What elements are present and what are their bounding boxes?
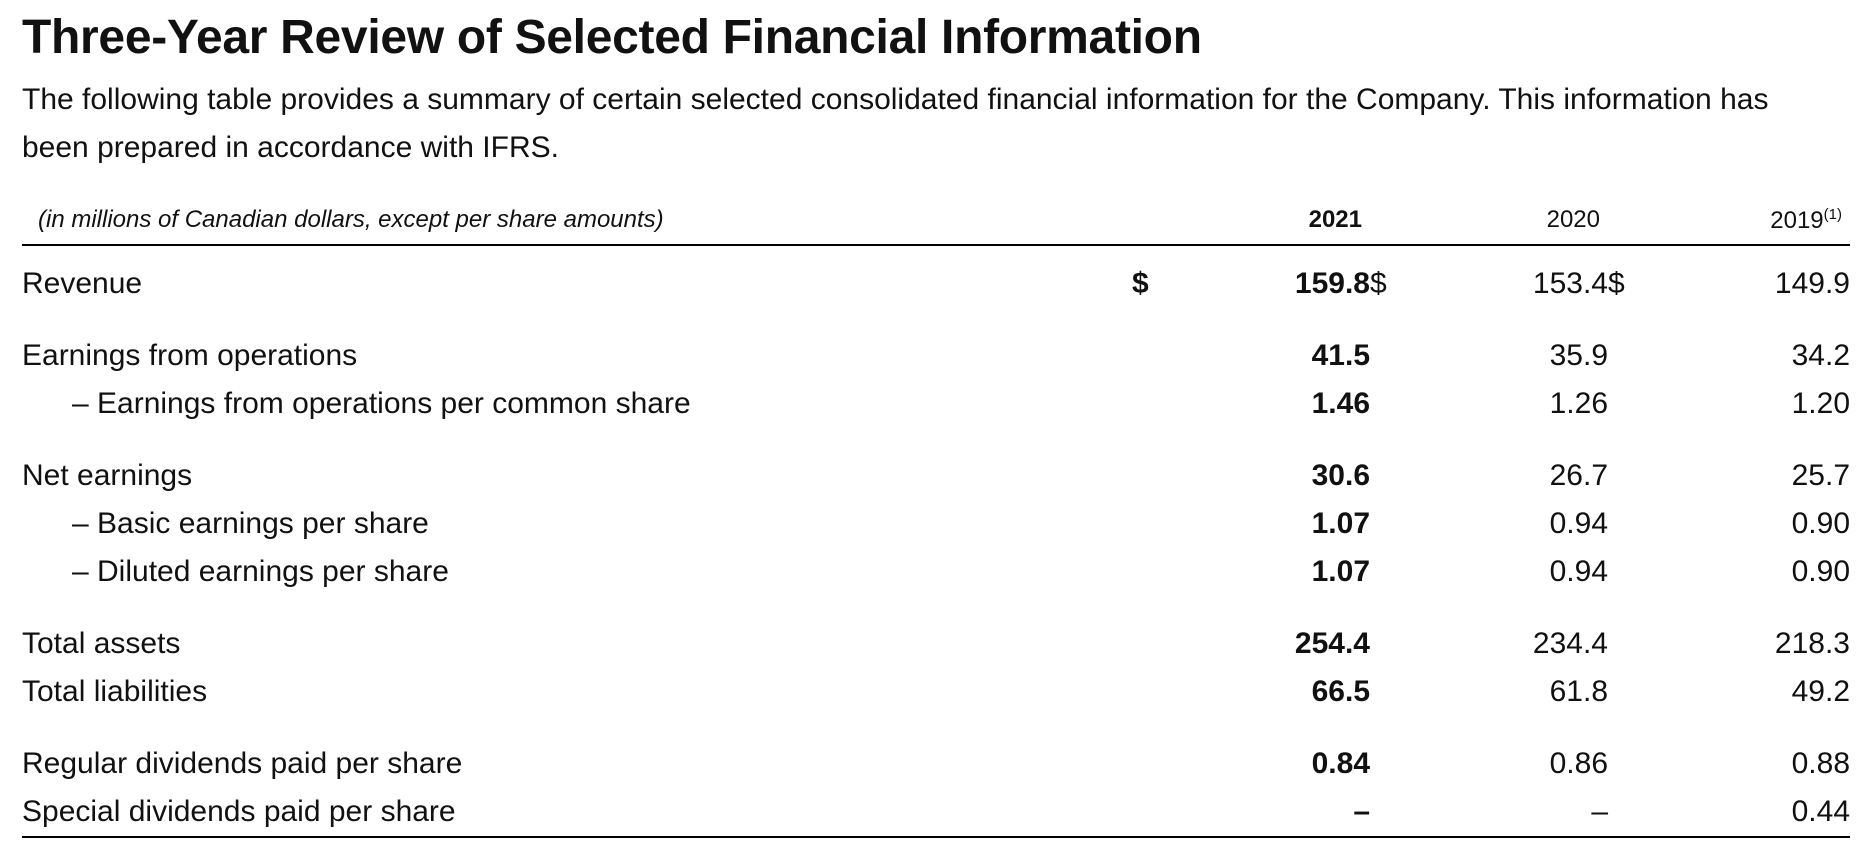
table-row-basic-eps: – Basic earnings per share 1.07 0.94 0.9… — [22, 500, 1850, 548]
value-2019: 149.9 — [1774, 267, 1850, 300]
value-2021: – — [1192, 788, 1370, 838]
value-2021: 159.8 — [1294, 267, 1370, 300]
value-2021: 1.46 — [1311, 387, 1370, 420]
table-row-eps-operations: – Earnings from operations per common sh… — [22, 380, 1850, 428]
value-2021: 66.5 — [1311, 675, 1370, 708]
value-2021: 1.07 — [1311, 507, 1370, 540]
row-label: Regular dividends paid per share — [22, 747, 463, 780]
value-2019: 25.7 — [1791, 459, 1850, 492]
table-header-row: (in millions of Canadian dollars, except… — [22, 196, 1850, 246]
row-label: Special dividends paid per share — [22, 788, 1132, 838]
value-2020: 0.86 — [1549, 747, 1608, 780]
value-2021: 254.4 — [1294, 627, 1370, 660]
table-row-revenue: Revenue $ 159.8 $ 153.4 $ 149.9 — [22, 260, 1850, 308]
row-label: Total liabilities — [22, 675, 208, 708]
table-row-earnings-from-operations: Earnings from operations 41.5 35.9 34.2 — [22, 332, 1850, 380]
row-label: – Basic earnings per share — [72, 507, 429, 540]
value-2021: 41.5 — [1311, 339, 1370, 372]
currency-symbol-2019: $ — [1608, 267, 1625, 300]
table-row-net-earnings: Net earnings 30.6 26.7 25.7 — [22, 452, 1850, 500]
value-2019: 34.2 — [1791, 339, 1850, 372]
value-2020: 61.8 — [1549, 675, 1608, 708]
value-2019: 49.2 — [1791, 675, 1850, 708]
year-header-2019: 2019(1) — [1668, 196, 1850, 246]
currency-symbol-2020: $ — [1370, 267, 1387, 300]
row-label: – Earnings from operations per common sh… — [72, 387, 691, 420]
year-header-2020: 2020 — [1430, 196, 1608, 246]
page: Three-Year Review of Selected Financial … — [22, 0, 1852, 838]
table-row-regular-dividends: Regular dividends paid per share 0.84 0.… — [22, 740, 1850, 788]
financial-table: (in millions of Canadian dollars, except… — [22, 196, 1850, 838]
value-2020: – — [1430, 788, 1608, 838]
value-2019: 1.20 — [1791, 387, 1850, 420]
currency-symbol-2021: $ — [1132, 267, 1149, 300]
value-2019: 0.90 — [1791, 507, 1850, 540]
value-2020: 0.94 — [1549, 507, 1608, 540]
table-row-total-liabilities: Total liabilities 66.5 61.8 49.2 — [22, 668, 1850, 716]
year-header-2021: 2021 — [1192, 196, 1370, 246]
value-2021: 1.07 — [1311, 555, 1370, 588]
value-2020: 234.4 — [1532, 627, 1608, 660]
table-caption: (in millions of Canadian dollars, except… — [22, 196, 1132, 246]
table-row-special-dividends: Special dividends paid per share – – 0.4… — [22, 788, 1850, 838]
footnote-marker: (1) — [1823, 205, 1842, 223]
value-2021: 30.6 — [1311, 459, 1370, 492]
value-2020: 0.94 — [1549, 555, 1608, 588]
value-2019: 0.88 — [1791, 747, 1850, 780]
table-row-total-assets: Total assets 254.4 234.4 218.3 — [22, 620, 1850, 668]
value-2019: 0.44 — [1668, 788, 1850, 838]
value-2021: 0.84 — [1311, 747, 1370, 780]
value-2020: 26.7 — [1549, 459, 1608, 492]
value-2020: 35.9 — [1549, 339, 1608, 372]
row-label: Total assets — [22, 627, 181, 660]
page-title: Three-Year Review of Selected Financial … — [22, 11, 1202, 64]
value-2020: 153.4 — [1532, 267, 1608, 300]
row-label: – Diluted earnings per share — [72, 555, 449, 588]
row-label: Earnings from operations — [22, 339, 358, 372]
row-label: Revenue — [22, 267, 143, 300]
value-2020: 1.26 — [1549, 387, 1608, 420]
row-label: Net earnings — [22, 459, 193, 492]
value-2019: 218.3 — [1774, 627, 1850, 660]
value-2019: 0.90 — [1791, 555, 1850, 588]
year-label-2019: 2019 — [1770, 206, 1824, 234]
intro-paragraph: The following table provides a summary o… — [22, 83, 1769, 164]
table-row-diluted-eps: – Diluted earnings per share 1.07 0.94 0… — [22, 548, 1850, 596]
